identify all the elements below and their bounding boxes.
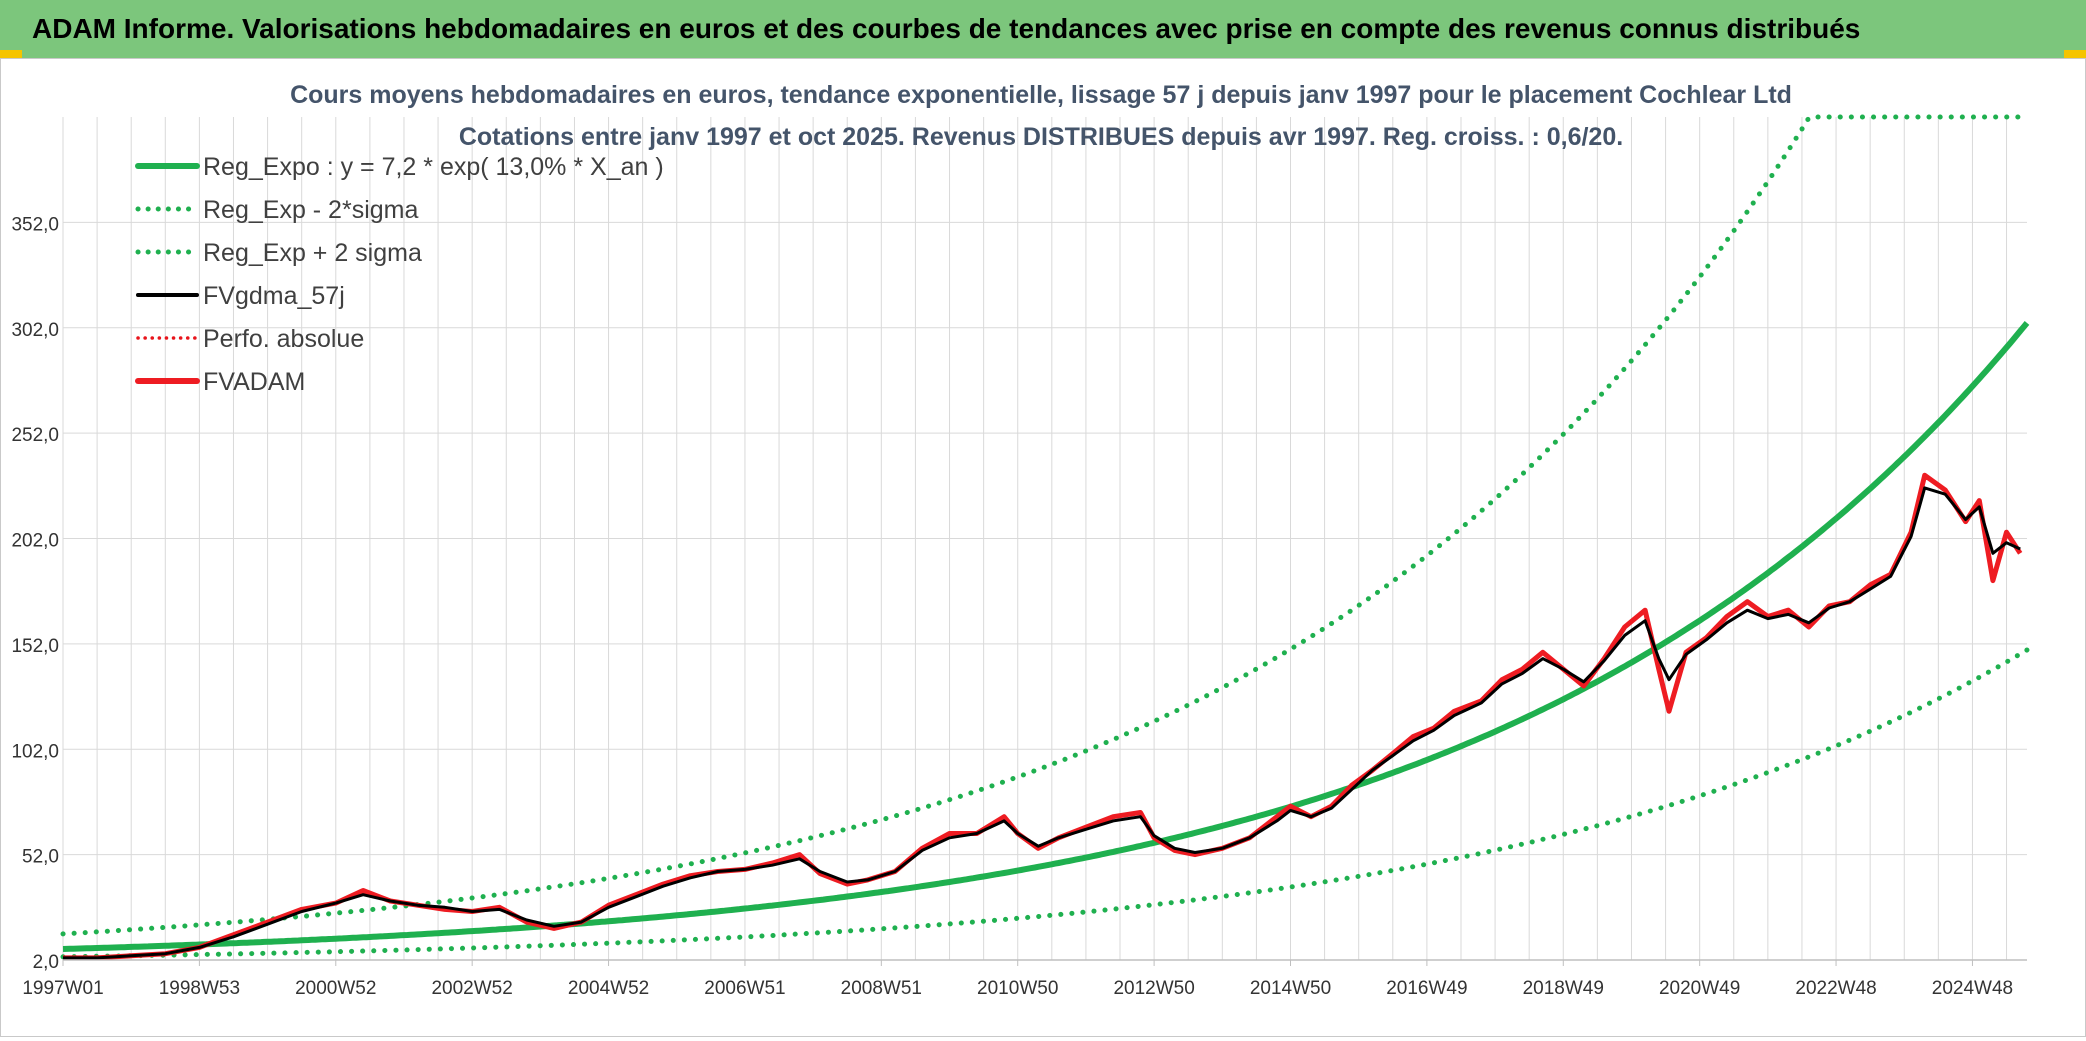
x-tick-label: 1997W01: [22, 978, 103, 999]
series-layer: [60, 114, 2030, 961]
x-tick-label: 1998W53: [159, 978, 240, 999]
x-tick-label: 2004W52: [568, 978, 649, 999]
legend-label-fvgdma: FVgdma_57j: [203, 282, 345, 310]
series-fvgdma-57j: [63, 486, 2021, 960]
series-reg-exp-minus-2sigma: [60, 647, 2030, 960]
x-tick-label: 2020W49: [1659, 978, 1740, 999]
y-tick-label: 102,0: [11, 741, 59, 762]
y-tick-label: 202,0: [11, 531, 59, 552]
banner-corner-right: [2064, 50, 2086, 58]
x-tick-label: 2000W52: [295, 978, 376, 999]
x-tick-label: 2018W49: [1523, 978, 1604, 999]
banner-title: ADAM Informe. Valorisations hebdomadaire…: [32, 13, 1861, 44]
report-banner: ADAM Informe. Valorisations hebdomadaire…: [0, 0, 2086, 58]
x-tick-label: 2012W50: [1113, 978, 1194, 999]
legend-label-reg_minus: Reg_Exp - 2*sigma: [203, 196, 418, 224]
x-tick-label: 2002W52: [431, 978, 512, 999]
legend-label-fvadam: FVADAM: [203, 368, 305, 396]
banner-corner-left: [0, 50, 22, 58]
legend-label-reg_plus: Reg_Exp + 2 sigma: [203, 239, 422, 267]
x-tick-label: 2010W50: [977, 978, 1058, 999]
series-reg-expo: [62, 320, 2030, 952]
x-tick-label: 2008W51: [841, 978, 922, 999]
y-tick-label: 152,0: [11, 636, 59, 657]
axis-layer: 2,0 52,0 102,0 152,0 202,0 252,0 302,0 352,0 199…: [11, 214, 2027, 999]
legend: Reg_Expo : y = 7,2 * exp( 13,0% * X_an )…: [135, 153, 664, 396]
series-fvadam: [63, 472, 2023, 961]
legend-label-perfo: Perfo. absolue: [203, 325, 364, 353]
x-tick-label: 2024W48: [1932, 978, 2013, 999]
x-tick-label: 2014W50: [1250, 978, 1331, 999]
y-tick-label: 352,0: [11, 214, 59, 235]
chart-subtitle: Cotations entre janv 1997 et oct 2025. R…: [459, 123, 1623, 151]
x-tick-label: 2006W51: [704, 978, 785, 999]
y-tick-label: 302,0: [11, 320, 59, 341]
chart-frame: 2,0 52,0 102,0 152,0 202,0 252,0 302,0 352,0 199…: [0, 58, 2086, 1037]
y-tick-label: 2,0: [33, 952, 59, 973]
grid-layer: [62, 117, 2027, 961]
chart-title: Cours moyens hebdomadaires en euros, ten…: [290, 81, 1792, 109]
series-reg-exp-plus-2sigma: [60, 114, 2030, 937]
x-tick-label: 2016W49: [1386, 978, 1467, 999]
line-chart: 2,0 52,0 102,0 152,0 202,0 252,0 302,0 352,0 199…: [11, 81, 2030, 999]
y-tick-label: 252,0: [11, 425, 59, 446]
y-tick-label: 52,0: [22, 847, 59, 868]
x-tick-label: 2022W48: [1795, 978, 1876, 999]
legend-label-reg_expo: Reg_Expo : y = 7,2 * exp( 13,0% * X_an ): [203, 153, 664, 181]
